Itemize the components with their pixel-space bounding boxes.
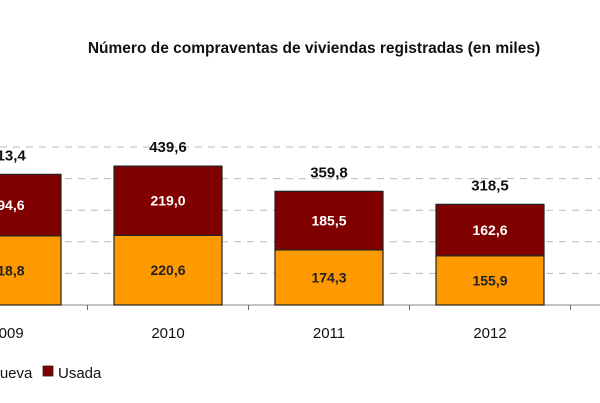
total-label: 439,6 xyxy=(149,139,187,156)
bar-usada xyxy=(113,165,223,236)
legend-swatch-usada xyxy=(42,365,54,377)
total-label: 318,5 xyxy=(471,177,509,194)
data-label-nueva: 218,8 xyxy=(0,262,25,278)
bar-usada xyxy=(274,190,384,251)
data-label-usada: 194,6 xyxy=(0,197,25,213)
legend-label-nueva: Nueva xyxy=(0,365,33,382)
total-label: 359,8 xyxy=(310,164,348,181)
total-label: 413,4 xyxy=(0,147,26,164)
data-label-usada: 219,0 xyxy=(150,193,185,209)
chart-title: Número de compraventas de viviendas regi… xyxy=(87,40,541,57)
legend-label-usada: Usada xyxy=(58,365,102,382)
data-label-usada: 162,6 xyxy=(472,222,507,238)
data-label-nueva: 174,3 xyxy=(311,269,346,285)
x-tick-label: 2011 xyxy=(313,325,345,342)
bar-usada xyxy=(0,173,62,237)
data-label-nueva: 155,9 xyxy=(472,272,507,288)
bar-nueva xyxy=(435,255,545,306)
data-label-usada: 185,5 xyxy=(311,213,346,229)
x-tick-label: 2009 xyxy=(0,325,24,342)
bar-usada xyxy=(435,203,545,257)
x-tick-label: 2012 xyxy=(473,325,506,342)
x-tick-label: 2010 xyxy=(151,325,184,342)
data-label-nueva: 220,6 xyxy=(150,262,185,278)
